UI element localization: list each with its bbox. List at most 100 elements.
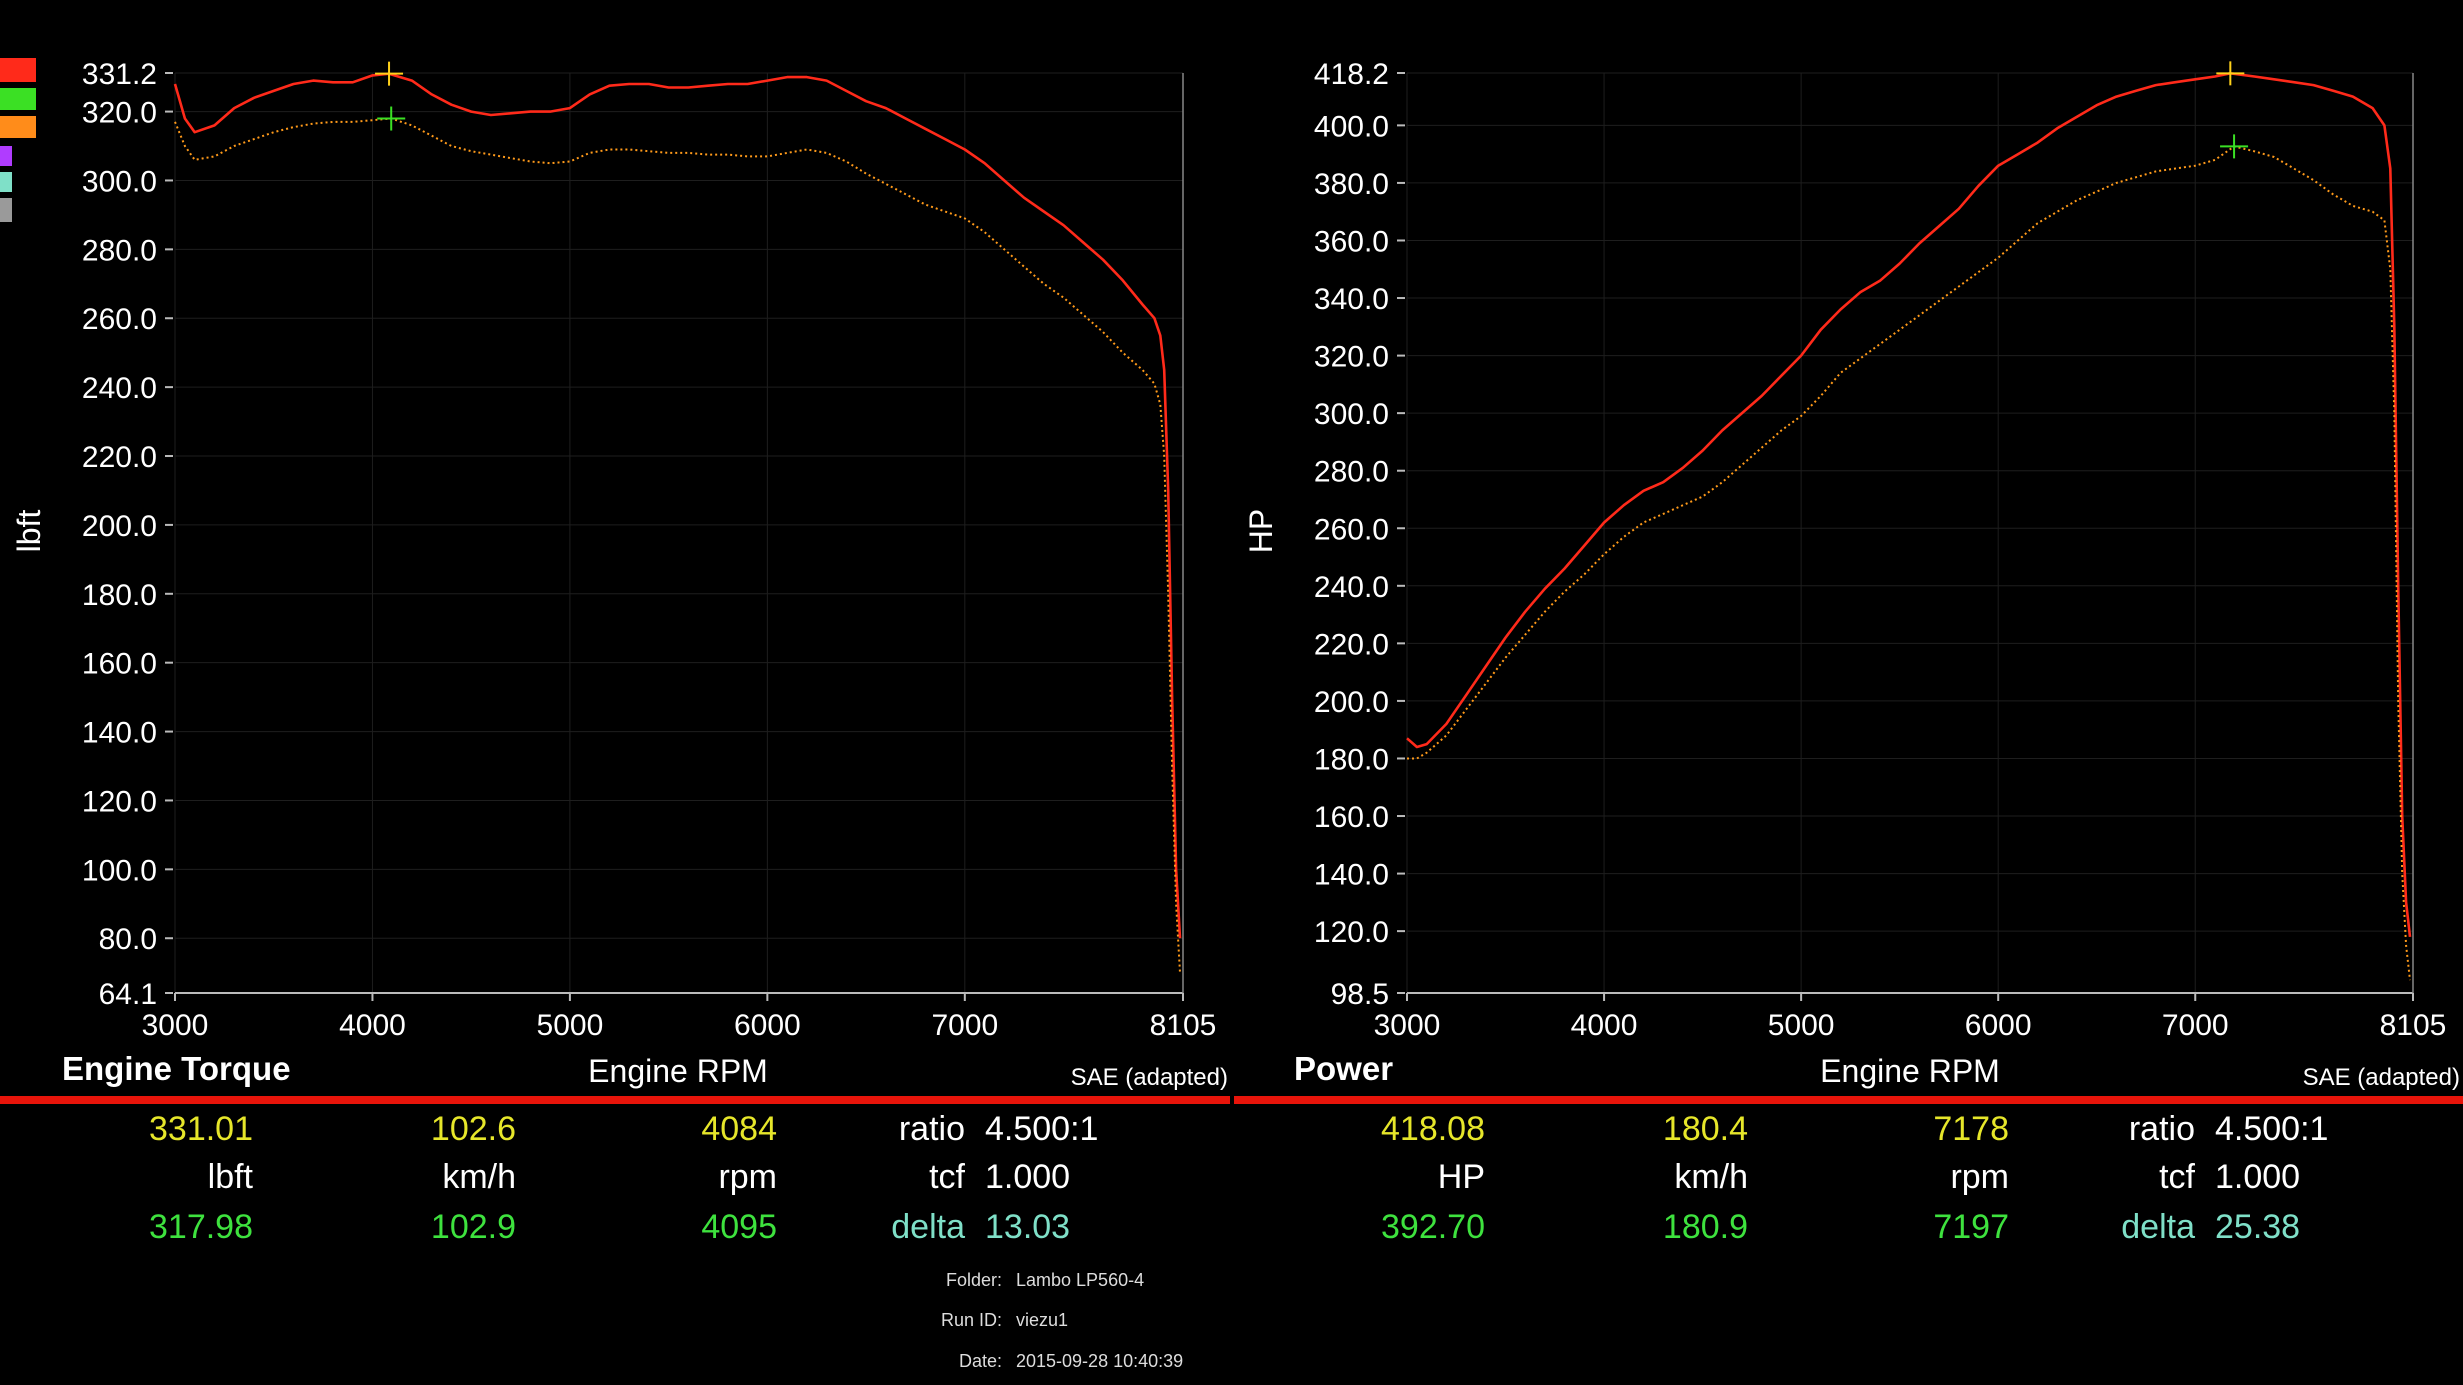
- y-tick-label: 100.0: [82, 854, 157, 887]
- peak-marker: [377, 106, 406, 131]
- legend-swatch[interactable]: [0, 58, 36, 82]
- readout-unit: lbft: [207, 1158, 253, 1196]
- readout-secondary-value: 7197: [1933, 1208, 2009, 1246]
- delta-label: delta: [891, 1208, 965, 1246]
- y-tick-label: 140.0: [82, 717, 157, 750]
- x-axis-label: Engine RPM: [588, 1053, 768, 1089]
- y-tick-label: 380.0: [1314, 168, 1389, 201]
- y-tick-label: 64.1: [99, 978, 157, 1011]
- torque-chart: 331.2 320.0 300.0 280.0 260.0 240.0 220.0 200.0…: [11, 58, 1228, 1091]
- baseline-series-line: [174, 117, 1181, 973]
- y-tick-label: 220.0: [1314, 628, 1389, 661]
- readout-secondary-value: 102.9: [430, 1208, 516, 1246]
- y-tick-label: 180.0: [82, 579, 157, 612]
- chart-title: Engine Torque: [62, 1050, 291, 1087]
- legend-swatch[interactable]: [0, 146, 12, 166]
- readout-unit: HP: [1437, 1158, 1485, 1196]
- date-value: 2015-09-28 10:40:39: [1016, 1351, 1184, 1371]
- x-tick-label: 3000: [1374, 1009, 1441, 1042]
- divider-bar-right: [1234, 1096, 2463, 1104]
- y-tick-label: 80.0: [99, 923, 157, 956]
- tcf-value: 1.000: [2215, 1158, 2301, 1196]
- divider-bar-left: [0, 1096, 1230, 1104]
- readout-unit: km/h: [1674, 1158, 1748, 1196]
- y-axis-label: HP: [1243, 509, 1279, 553]
- x-axis-label: Engine RPM: [1820, 1053, 2000, 1089]
- ratio-label: ratio: [2128, 1110, 2195, 1148]
- readout-secondary-value: 180.9: [1662, 1208, 1748, 1246]
- y-tick-label: 98.5: [1331, 978, 1389, 1011]
- y-tick-label: 220.0: [82, 441, 157, 474]
- y-tick-label: 240.0: [1314, 571, 1389, 604]
- peak-marker: [2220, 134, 2249, 159]
- y-tick-label: 120.0: [1314, 916, 1389, 949]
- folder-value: Lambo LP560-4: [1016, 1270, 1145, 1290]
- power-chart: 418.2 400.0 380.0 360.0 340.0 320.0 300.0 280.0…: [1243, 58, 2460, 1091]
- readout-primary-value: 418.08: [1381, 1110, 1485, 1148]
- legend-swatch[interactable]: [0, 198, 12, 222]
- x-tick-label: 7000: [931, 1009, 998, 1042]
- x-tick-label: 6000: [734, 1009, 801, 1042]
- x-tick-label: 5000: [1768, 1009, 1835, 1042]
- y-tick-label: 300.0: [82, 165, 157, 198]
- x-tick-label: 4000: [1571, 1009, 1638, 1042]
- run-id-label: Run ID:: [940, 1310, 1002, 1330]
- readout-primary-value: 102.6: [430, 1110, 516, 1148]
- readout-primary-value: 4084: [701, 1110, 777, 1148]
- y-tick-label: 200.0: [82, 510, 157, 543]
- y-tick-label: 160.0: [1314, 801, 1389, 834]
- readout-secondary-value: 4095: [701, 1208, 777, 1246]
- x-tick-label: 7000: [2162, 1009, 2229, 1042]
- tcf-label: tcf: [929, 1158, 965, 1196]
- readout-primary-value: 7178: [1933, 1110, 2009, 1148]
- y-tick-label: 320.0: [1314, 341, 1389, 374]
- x-tick-label: 8105: [1150, 1009, 1217, 1042]
- folder-label: Folder:: [945, 1270, 1002, 1290]
- y-tick-label: 260.0: [1314, 513, 1389, 546]
- y-tick-label: 260.0: [82, 303, 157, 336]
- x-tick-label: 8105: [2380, 1009, 2447, 1042]
- tuned-series-line: [173, 72, 1182, 939]
- y-tick-label: 418.2: [1314, 58, 1389, 91]
- y-axis-label: lbft: [11, 510, 47, 553]
- y-tick-label: 280.0: [1314, 456, 1389, 489]
- y-tick-label: 240.0: [82, 372, 157, 405]
- tcf-label: tcf: [2159, 1158, 2195, 1196]
- readout-unit: rpm: [1950, 1158, 2009, 1196]
- y-tick-label: 360.0: [1314, 225, 1389, 258]
- delta-value: 25.38: [2215, 1208, 2301, 1246]
- tuned-series-line: [1406, 72, 2412, 938]
- readout-primary-value: 180.4: [1662, 1110, 1748, 1148]
- y-tick-label: 200.0: [1314, 686, 1389, 719]
- peak-marker: [375, 61, 404, 86]
- correction-note: SAE (adapted): [2303, 1064, 2460, 1091]
- x-tick-label: 3000: [142, 1009, 209, 1042]
- ratio-label: ratio: [898, 1110, 965, 1148]
- y-tick-label: 320.0: [82, 97, 157, 130]
- y-tick-label: 331.2: [82, 58, 157, 91]
- y-tick-label: 140.0: [1314, 859, 1389, 892]
- baseline-series-line: [1407, 145, 2411, 981]
- x-tick-label: 4000: [339, 1009, 406, 1042]
- readout-primary-value: 331.01: [149, 1110, 253, 1148]
- legend-swatch[interactable]: [0, 88, 36, 110]
- legend-swatch[interactable]: [0, 172, 12, 192]
- tcf-value: 1.000: [985, 1158, 1071, 1196]
- legend-swatch[interactable]: [0, 116, 36, 138]
- x-tick-label: 6000: [1965, 1009, 2032, 1042]
- delta-value: 13.03: [985, 1208, 1071, 1246]
- correction-note: SAE (adapted): [1071, 1064, 1228, 1091]
- y-tick-label: 400.0: [1314, 110, 1389, 143]
- y-tick-label: 280.0: [82, 234, 157, 267]
- ratio-value: 4.500:1: [985, 1110, 1099, 1148]
- delta-label: delta: [2121, 1208, 2195, 1246]
- date-label: Date:: [958, 1351, 1002, 1371]
- peak-marker: [2216, 61, 2245, 86]
- x-tick-label: 5000: [537, 1009, 604, 1042]
- ratio-value: 4.500:1: [2215, 1110, 2329, 1148]
- readout-unit: km/h: [442, 1158, 516, 1196]
- chart-title: Power: [1294, 1050, 1393, 1087]
- run-id-value: viezu1: [1016, 1310, 1069, 1330]
- readout-secondary-value: 392.70: [1381, 1208, 1485, 1246]
